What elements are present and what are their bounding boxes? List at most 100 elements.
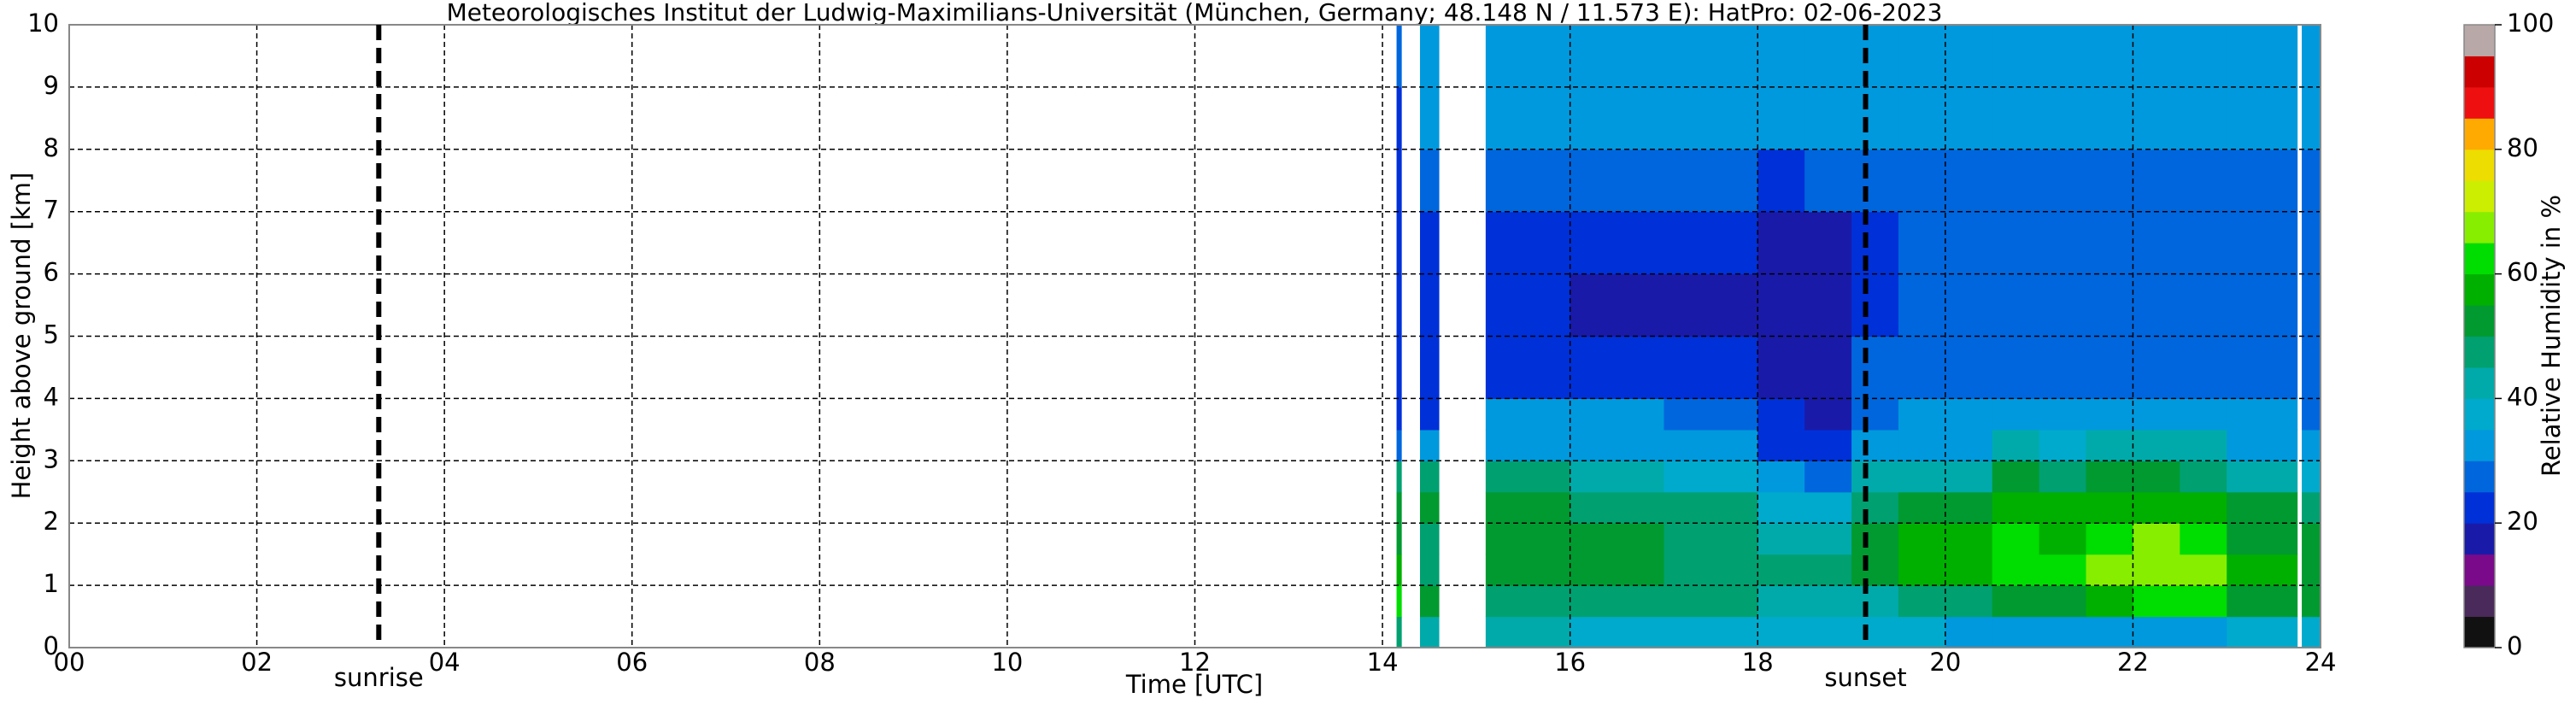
heatmap-cell bbox=[1570, 616, 1665, 648]
heatmap-cell bbox=[1664, 523, 1758, 555]
y-tick-label: 0 bbox=[44, 631, 59, 660]
heatmap-cell bbox=[1898, 336, 1946, 399]
heatmap-cell bbox=[1757, 461, 1805, 493]
heatmap-cell bbox=[1664, 86, 1758, 150]
heatmap-cell bbox=[1570, 429, 1665, 461]
heatmap-cell bbox=[1757, 554, 1805, 586]
heatmap-cell bbox=[1851, 211, 1899, 275]
heatmap-cell bbox=[1804, 616, 1852, 648]
annotation-label: sunset bbox=[1824, 663, 1906, 692]
y-tick-label: 1 bbox=[44, 569, 59, 598]
colorbar-label: Relative Humidity in % bbox=[2537, 195, 2566, 477]
heatmap-cell bbox=[2086, 86, 2134, 150]
heatmap-cell bbox=[1898, 616, 1946, 648]
heatmap-cell bbox=[2086, 585, 2134, 618]
heatmap-cell bbox=[1485, 491, 1571, 524]
heatmap-cell bbox=[1992, 211, 2040, 275]
heatmap-cell bbox=[1945, 86, 1993, 150]
heatmap-cell bbox=[1945, 523, 1993, 555]
heatmap-cell bbox=[2086, 336, 2134, 399]
heatmap-cell bbox=[2086, 429, 2134, 461]
colorbar-bin bbox=[2464, 398, 2495, 431]
heatmap-cell bbox=[1570, 149, 1665, 213]
colorbar-bin bbox=[2464, 25, 2495, 56]
x-tick-label: 22 bbox=[2117, 648, 2149, 677]
heatmap-cell bbox=[1851, 523, 1899, 555]
heatmap-cell bbox=[2086, 273, 2134, 337]
heatmap-cell bbox=[2039, 149, 2087, 213]
heatmap-cell bbox=[1851, 429, 1899, 461]
heatmap-cell bbox=[1664, 554, 1758, 586]
colorbar-bin bbox=[2464, 56, 2495, 88]
heatmap-cell bbox=[1804, 273, 1852, 337]
colorbar-bin bbox=[2464, 491, 2495, 524]
heatmap-cell bbox=[2227, 149, 2298, 213]
colorbar-bin bbox=[2464, 367, 2495, 399]
heatmap-cell bbox=[1945, 491, 1993, 524]
heatmap-cell bbox=[1420, 149, 1440, 213]
heatmap-cell bbox=[1757, 25, 1805, 88]
heatmap-cell bbox=[1757, 398, 1805, 431]
colorbar-tick-label: 80 bbox=[2507, 133, 2538, 162]
heatmap-cell bbox=[2180, 461, 2227, 493]
heatmap-cell bbox=[1757, 429, 1805, 461]
heatmap-cell bbox=[1851, 86, 1899, 150]
heatmap-cell bbox=[1851, 25, 1899, 88]
heatmap-cell bbox=[1804, 491, 1852, 524]
heatmap-cell bbox=[2227, 554, 2298, 586]
colorbar-bin bbox=[2464, 523, 2495, 555]
heatmap-cell bbox=[2133, 461, 2180, 493]
heatmap-cell bbox=[1485, 336, 1571, 399]
heatmap-cell bbox=[2086, 523, 2134, 555]
heatmap-cell bbox=[1757, 523, 1805, 555]
annotation-label: sunrise bbox=[334, 663, 424, 692]
y-tick-label: 6 bbox=[44, 258, 59, 287]
heatmap-cell bbox=[1757, 211, 1805, 275]
heatmap-cell bbox=[1485, 149, 1571, 213]
heatmap-cell bbox=[1570, 461, 1665, 493]
heatmap-cell bbox=[1664, 491, 1758, 524]
heatmap-cell bbox=[2039, 273, 2087, 337]
colorbar-tick-label: 100 bbox=[2507, 9, 2554, 38]
heatmap-cell bbox=[2302, 429, 2321, 461]
heatmap-cell bbox=[1420, 523, 1440, 555]
heatmap-cell bbox=[1898, 523, 1946, 555]
heatmap-cell bbox=[1945, 25, 1993, 88]
heatmap-cell bbox=[1851, 554, 1899, 586]
heatmap-cell bbox=[1485, 86, 1571, 150]
heatmap-cell bbox=[1485, 585, 1571, 618]
heatmap-cell bbox=[2180, 149, 2227, 213]
heatmap-cell bbox=[1420, 616, 1440, 648]
heatmap-cell bbox=[2227, 25, 2298, 88]
heatmap-cell bbox=[2180, 25, 2227, 88]
heatmap-cell bbox=[1804, 149, 1852, 213]
heatmap-cell bbox=[2133, 211, 2180, 275]
heatmap-cell bbox=[2180, 429, 2227, 461]
heatmap-cell bbox=[2302, 616, 2321, 648]
heatmap-cell bbox=[1992, 429, 2040, 461]
colorbar-bin bbox=[2464, 336, 2495, 368]
colorbar-bin bbox=[2464, 585, 2495, 618]
heatmap-cell bbox=[2086, 149, 2134, 213]
heatmap-cell bbox=[2180, 336, 2227, 399]
heatmap-cell bbox=[1804, 86, 1852, 150]
colorbar-bin bbox=[2464, 149, 2495, 181]
heatmap-cell bbox=[1804, 398, 1852, 431]
heatmap-cell bbox=[2133, 86, 2180, 150]
heatmap-cell bbox=[2302, 273, 2321, 337]
x-tick-label: 08 bbox=[804, 648, 836, 677]
heatmap-cell bbox=[2039, 585, 2087, 618]
heatmap-cell bbox=[2302, 554, 2321, 586]
heatmap-cell bbox=[1485, 523, 1571, 555]
heatmap-cell bbox=[1851, 336, 1899, 399]
x-tick-label: 18 bbox=[1742, 648, 1774, 677]
heatmap-cell bbox=[1664, 149, 1758, 213]
heatmap-cell bbox=[1664, 211, 1758, 275]
heatmap-cell bbox=[1420, 461, 1440, 493]
heatmap-cell bbox=[2227, 616, 2298, 648]
heatmap-cell bbox=[1945, 585, 1993, 618]
heatmap-cell bbox=[2302, 491, 2321, 524]
heatmap-cell bbox=[2133, 398, 2180, 431]
heatmap-cell bbox=[2133, 585, 2180, 618]
heatmap-cell bbox=[2039, 398, 2087, 431]
